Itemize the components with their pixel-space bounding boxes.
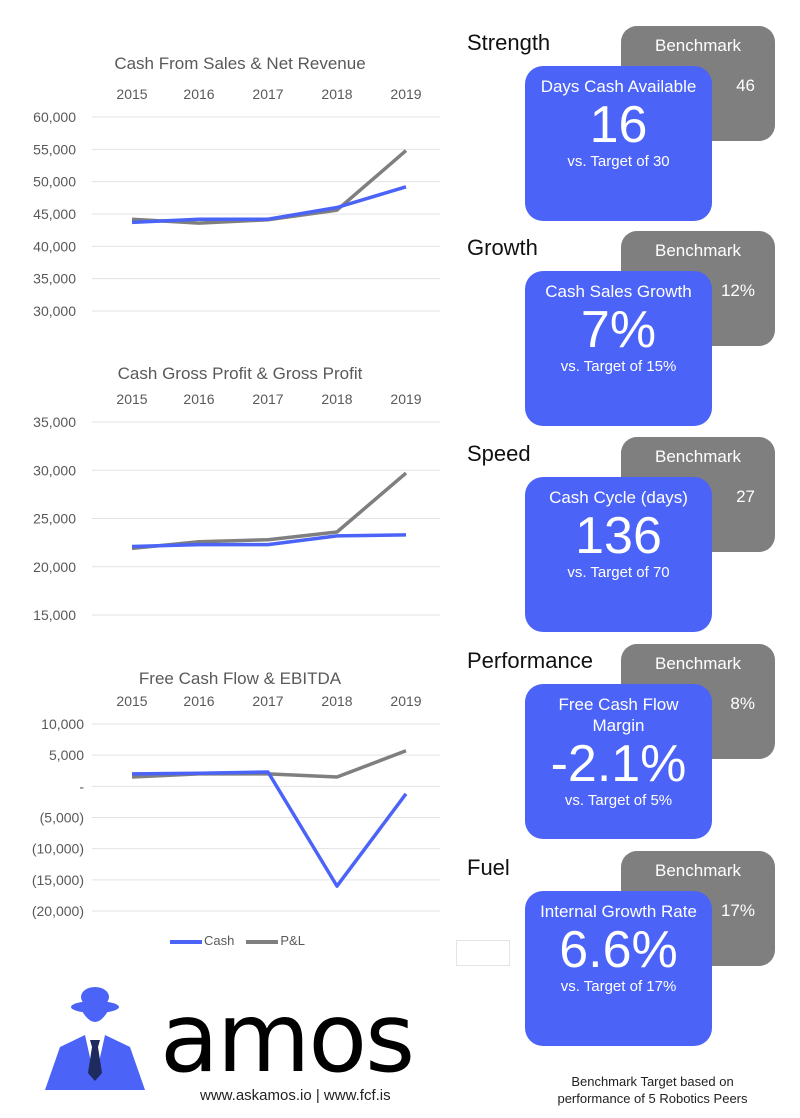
benchmark-label: Benchmark <box>655 447 741 466</box>
benchmark-value: 27 <box>736 487 755 506</box>
metric-heading: Fuel <box>467 855 510 880</box>
series-line-pandl <box>131 149 408 225</box>
benchmark-value: 8% <box>730 694 755 713</box>
y-tick-label: (10,000) <box>32 841 84 857</box>
benchmark-value: 46 <box>736 76 755 95</box>
y-tick-label: 50,000 <box>33 174 76 190</box>
benchmark-note: Benchmark Target based on performance of… <box>557 1074 748 1106</box>
y-tick-label: (15,000) <box>32 872 84 888</box>
metric-label: Days Cash Available <box>540 77 697 96</box>
x-tick-label: 2017 <box>252 391 283 407</box>
x-tick-label: 2015 <box>116 693 147 709</box>
metric-heading: Growth <box>467 235 538 260</box>
x-tick-label: 2017 <box>252 86 283 102</box>
y-tick-label: 45,000 <box>33 206 76 222</box>
metric-card: Cash Sales Growth 7% vs. Target of 15% <box>525 271 712 426</box>
x-tick-label: 2016 <box>183 86 214 102</box>
legend-pl: P&L <box>246 933 305 948</box>
x-tick-label: 2018 <box>321 86 352 102</box>
metric-value: 7% <box>580 301 657 359</box>
y-tick-label: 15,000 <box>33 607 76 623</box>
y-tick-label: 55,000 <box>33 141 76 157</box>
metric-card: Days Cash Available 16 vs. Target of 30 <box>525 66 712 221</box>
legend-cash: Cash <box>170 933 234 948</box>
x-tick-label: 2015 <box>116 391 147 407</box>
chart-title: Free Cash Flow & EBITDA <box>138 669 342 688</box>
y-tick-label: 20,000 <box>33 559 76 575</box>
metric-value: 136 <box>575 507 662 565</box>
x-tick-label: 2017 <box>252 693 283 709</box>
metric-value: 6.6% <box>559 921 678 979</box>
chart-plot: 2015 2016 2017 2018 2019 60,000 55,000 50,000 45… <box>33 86 440 319</box>
y-tick-label: 35,000 <box>33 414 76 430</box>
x-tick-label: 2018 <box>321 391 352 407</box>
metric-target: vs. Target of 30 <box>567 153 670 170</box>
benchmark-label: Benchmark <box>655 861 741 880</box>
metric-card: Free Cash Flow Margin -2.1% vs. Target of … <box>525 684 712 839</box>
benchmark-label: Benchmark <box>655 654 741 673</box>
y-tick-label: 10,000 <box>41 716 84 732</box>
metric-label: Cash Cycle (days) <box>549 488 688 507</box>
benchmark-value: 17% <box>720 901 755 920</box>
y-tick-label: 30,000 <box>33 462 76 478</box>
chart-title: Cash From Sales & Net Revenue <box>114 54 366 73</box>
chart-2: Cash Gross Profit & Gross Profit 2015 2016… <box>0 355 440 645</box>
metric-label: Cash Sales Growth <box>545 282 692 301</box>
metric-label: Free Cash Flow Margin <box>558 695 679 735</box>
chart-plot: 2015 2016 2017 2018 2019 10,000 5,000 - (5,000) (… <box>32 693 440 919</box>
blank-box <box>456 940 510 966</box>
x-tick-label: 2016 <box>183 391 214 407</box>
metric-target: vs. Target of 17% <box>560 978 677 995</box>
y-tick-label: - <box>79 778 84 794</box>
y-tick-label: (5,000) <box>40 810 84 826</box>
y-tick-label: (20,000) <box>32 903 84 919</box>
series-line-cash <box>131 533 407 549</box>
metric-target: vs. Target of 70 <box>567 564 670 581</box>
x-tick-label: 2019 <box>390 693 421 709</box>
metric-heading: Speed <box>467 441 531 466</box>
metric-label: Internal Growth Rate <box>540 902 697 921</box>
y-tick-label: 25,000 <box>33 511 76 527</box>
y-tick-label: 30,000 <box>33 303 76 319</box>
benchmark-value: 12% <box>720 281 755 300</box>
metric-value: 16 <box>589 96 648 154</box>
metric-card: Internal Growth Rate 6.6% vs. Target of 17… <box>525 891 712 1046</box>
x-tick-label: 2019 <box>390 391 421 407</box>
chart-3: Free Cash Flow & EBITDA 2015 2016 2017 2018 2… <box>0 660 440 950</box>
chart-legend: Cash P&L <box>170 933 305 948</box>
chart-title: Cash Gross Profit & Gross Profit <box>117 364 363 383</box>
chart-1: Cash From Sales & Net Revenue 2015 2016 201… <box>0 45 440 335</box>
series-line-cash <box>131 185 407 225</box>
x-tick-label: 2018 <box>321 693 352 709</box>
metric-card: Cash Cycle (days) 136 vs. Target of 70 <box>525 477 712 632</box>
y-tick-label: 60,000 <box>33 109 76 125</box>
chart-plot: 2015 2016 2017 2018 2019 35,000 30,000 25,000 20… <box>33 391 440 623</box>
metric-heading: Strength <box>467 30 551 55</box>
logo-wordmark: amos <box>160 982 415 1094</box>
benchmark-label: Benchmark <box>655 241 741 260</box>
x-tick-label: 2015 <box>116 86 147 102</box>
amos-mascot-icon <box>45 987 145 1090</box>
x-tick-label: 2016 <box>183 693 214 709</box>
y-tick-label: 35,000 <box>33 271 76 287</box>
metric-heading: Performance <box>467 648 593 673</box>
metric-target: vs. Target of 5% <box>564 792 673 809</box>
footer-urls[interactable]: www.askamos.io | www.fcf.is <box>200 1087 391 1104</box>
benchmark-label: Benchmark <box>655 36 741 55</box>
series-line-cash <box>131 770 408 888</box>
metric-value: -2.1% <box>550 735 687 793</box>
metric-target: vs. Target of 15% <box>560 358 677 375</box>
y-tick-label: 5,000 <box>49 747 84 763</box>
y-tick-label: 40,000 <box>33 238 76 254</box>
x-tick-label: 2019 <box>390 86 421 102</box>
